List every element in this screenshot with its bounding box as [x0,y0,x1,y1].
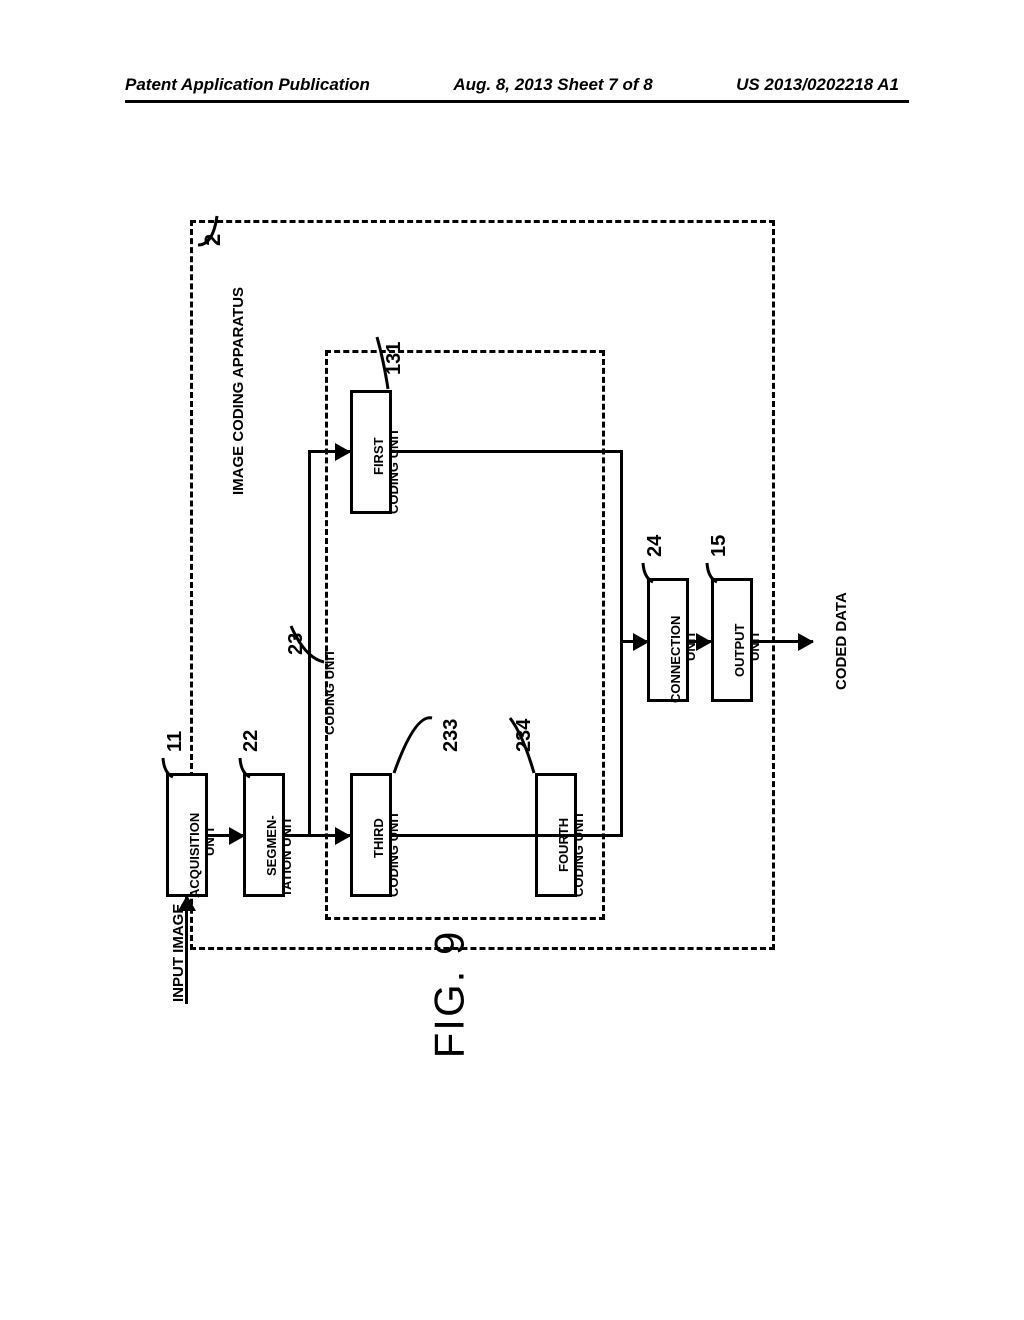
apparatus-ref-leader [195,210,225,250]
header-left: Patent Application Publication [125,75,370,95]
first-coding-unit: FIRST CODING UNIT [350,390,392,514]
output-leader [702,560,722,585]
first-out [392,450,622,453]
arrow-merge-conn [620,640,648,643]
fanout-bus-down [308,834,311,835]
fourth-coding-line2: CODING UNIT [571,811,586,897]
output-line1: OUTPUT [732,624,747,677]
header-rule [125,100,909,103]
input-arrow [185,896,188,1004]
third-coding-unit: THIRD CODING UNIT [350,773,392,897]
coding-group-leader [283,620,331,670]
page: Patent Application Publication Aug. 8, 2… [0,0,1024,1320]
third-coding-line1: THIRD [371,818,386,858]
third-coding-line2: CODING UNIT [386,811,401,897]
fourth-out [577,834,622,837]
output-unit: OUTPUT UNIT [711,578,753,702]
acquisition-line1: ACQUISITION [187,813,202,898]
segmentation-ref: 22 [240,730,263,752]
segmentation-leader [235,755,255,780]
output-ref: 15 [708,535,731,557]
figure-caption: FIG. 9 [425,930,473,1059]
figure-9: 2 IMAGE CODING APPARATUS INPUT IMAGE ACQ… [155,180,885,1020]
acquisition-ref: 11 [164,731,187,752]
segmentation-line1: SEGMEN- [264,815,279,876]
header-center: Aug. 8, 2013 Sheet 7 of 8 [453,75,652,95]
arrow-acq-seg [208,834,244,837]
third-coding-leader [390,708,435,778]
first-coding-line1: FIRST [371,437,386,475]
arrow-seg-third [285,834,350,837]
first-coding-line2: CODING UNIT [386,428,401,514]
connection-line1: CONNECTION [668,616,683,703]
connection-unit: CONNECTION UNIT [647,578,689,702]
fourth-coding-line1: FOURTH [556,818,571,872]
segmentation-unit: SEGMEN- TATION UNIT [243,773,285,897]
third-coding-ref: 233 [440,719,463,752]
arrow-conn-out [689,640,711,643]
page-header: Patent Application Publication Aug. 8, 2… [125,75,899,95]
acquisition-line2: UNIT [202,826,217,856]
arrow-seg-first [308,450,350,453]
connection-ref: 24 [644,535,667,557]
arrow-out-data [753,640,813,643]
apparatus-label: IMAGE CODING APPARATUS [230,287,247,495]
connection-leader [638,560,658,585]
first-coding-leader [374,334,394,392]
segmentation-line2: TATION UNIT [279,817,294,897]
fanout-bus [308,450,311,837]
output-line2: UNIT [747,631,762,661]
output-label: CODED DATA [833,592,850,690]
acquisition-leader [158,755,178,780]
acquisition-unit: ACQUISITION UNIT [166,773,208,897]
merge-bus [620,450,623,837]
header-right: US 2013/0202218 A1 [736,75,899,95]
fourth-coding-leader [507,715,542,775]
